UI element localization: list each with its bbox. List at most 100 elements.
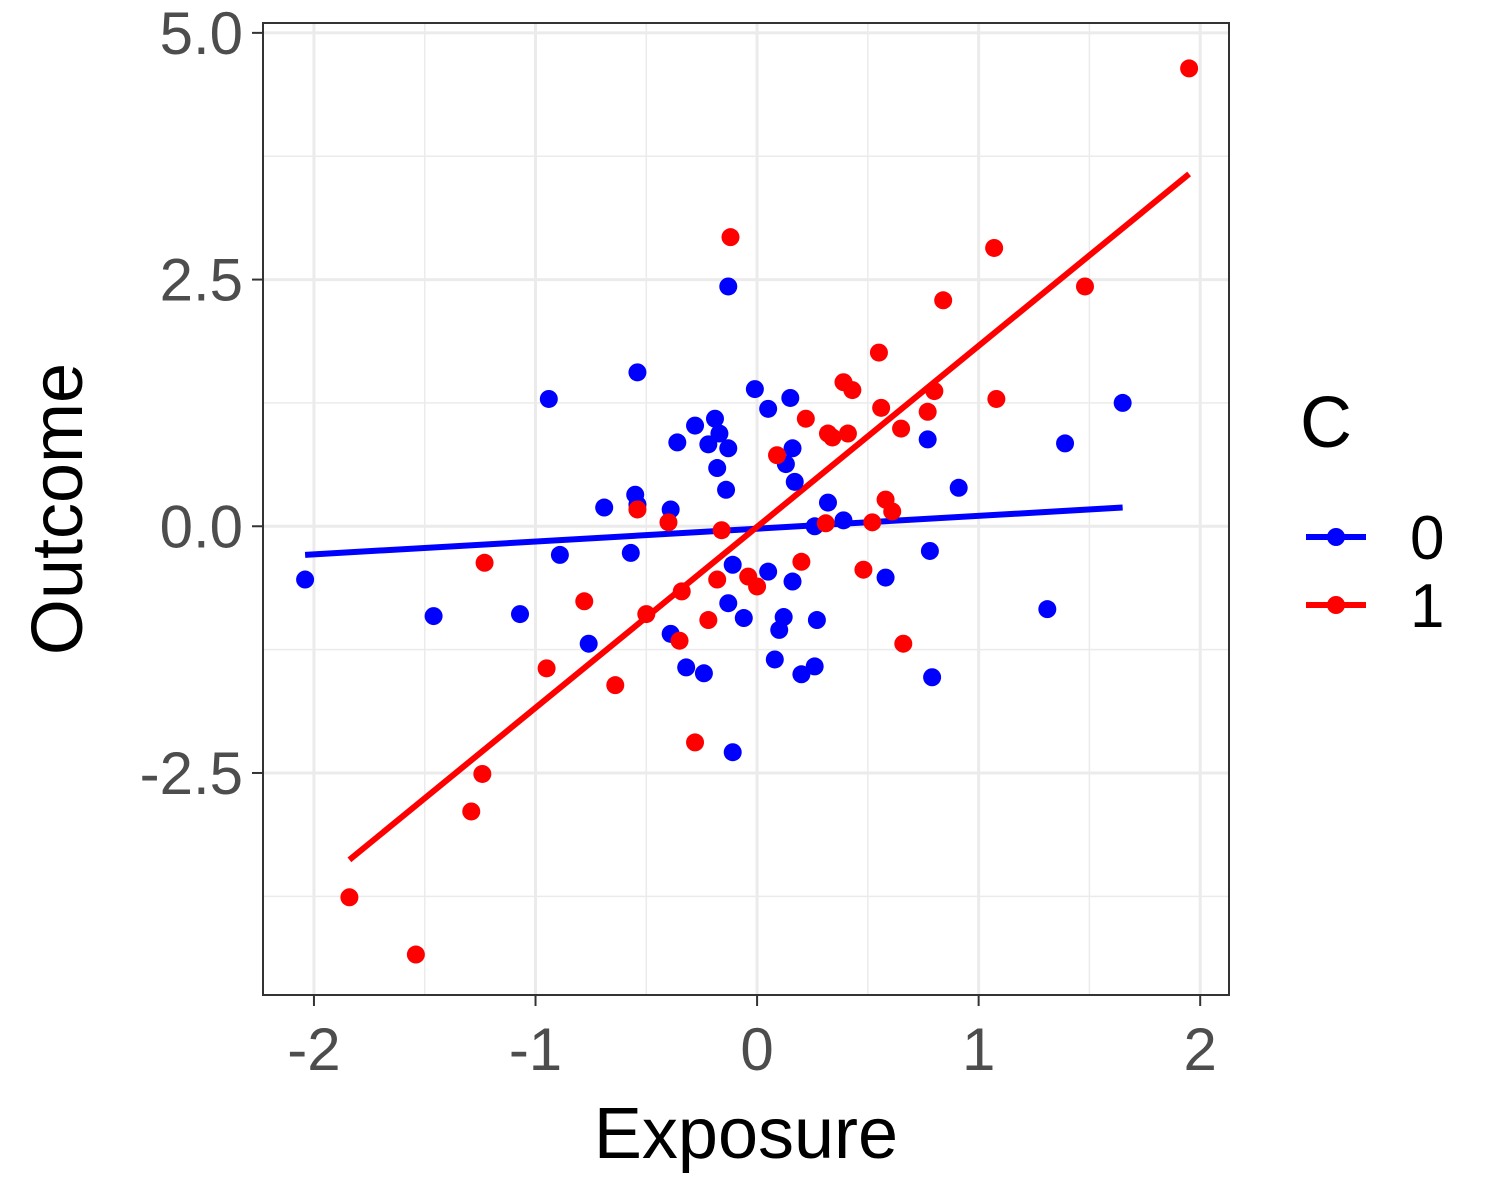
data-point-series-0	[550, 545, 569, 564]
data-point-series-1	[892, 419, 911, 438]
x-axis-title: Exposure	[594, 1094, 898, 1174]
data-point-series-1	[985, 238, 1004, 257]
data-point-series-1	[918, 402, 937, 421]
y-axis-title: Outcome	[18, 363, 98, 655]
data-point-series-0	[759, 562, 778, 581]
data-point-series-0	[694, 664, 713, 683]
data-point-series-0	[1038, 600, 1057, 619]
data-point-series-0	[818, 493, 837, 512]
data-point-series-0	[621, 543, 640, 562]
data-point-series-0	[759, 399, 778, 418]
legend-label: 0	[1410, 504, 1444, 573]
data-point-series-0	[719, 277, 738, 296]
data-point-series-0	[783, 572, 802, 591]
data-point-series-1	[672, 582, 691, 601]
data-point-series-1	[894, 634, 913, 653]
x-tick-label: -2	[287, 1016, 340, 1083]
data-point-series-1	[686, 733, 705, 752]
data-point-series-1	[721, 228, 740, 247]
data-point-series-1	[628, 500, 647, 519]
data-point-series-0	[539, 389, 558, 408]
data-point-series-1	[406, 945, 425, 964]
data-point-series-0	[923, 668, 942, 687]
y-tick-label: 0.0	[160, 493, 243, 560]
data-point-series-0	[949, 478, 968, 497]
data-point-series-1	[796, 409, 815, 428]
data-point-series-1	[869, 343, 888, 362]
data-point-series-1	[340, 888, 359, 907]
data-point-series-1	[708, 570, 727, 589]
data-point-series-1	[823, 428, 842, 447]
data-point-series-0	[918, 430, 937, 449]
y-axis: -2.5 0.0 2.5 5.0	[140, 0, 263, 807]
data-point-series-1	[606, 676, 625, 695]
data-point-series-1	[843, 381, 862, 400]
data-point-series-0	[595, 498, 614, 517]
x-tick-label: 2	[1184, 1016, 1217, 1083]
data-point-series-0	[745, 380, 764, 399]
data-point-series-0	[834, 511, 853, 530]
legend-title: C	[1300, 383, 1352, 463]
data-point-series-0	[785, 472, 804, 491]
data-point-series-1	[537, 659, 556, 678]
data-point-series-1	[838, 424, 857, 443]
grid-major	[263, 23, 1229, 995]
data-point-series-0	[668, 433, 687, 452]
plot-border	[262, 22, 1230, 996]
data-point-series-0	[719, 439, 738, 458]
data-point-series-0	[686, 416, 705, 435]
data-point-series-1	[872, 398, 891, 417]
data-point-series-1	[473, 764, 492, 783]
data-point-series-1	[1180, 59, 1199, 78]
data-point-series-0	[296, 570, 315, 589]
data-point-series-1	[575, 592, 594, 611]
data-point-series-0	[579, 634, 598, 653]
y-tick-label: -2.5	[140, 740, 243, 807]
data-point-series-0	[774, 608, 793, 627]
y-tick-label: 5.0	[160, 0, 243, 67]
x-tick-label: 0	[740, 1016, 773, 1083]
legend: C 01	[1300, 383, 1444, 641]
legend-key-point	[1327, 596, 1345, 614]
data-point-series-0	[805, 657, 824, 676]
data-point-series-1	[883, 502, 902, 521]
data-point-series-0	[783, 439, 802, 458]
data-point-series-0	[876, 568, 895, 587]
data-point-series-0	[719, 594, 738, 613]
data-points	[296, 59, 1199, 964]
data-point-series-1	[863, 513, 882, 532]
data-point-series-1	[637, 605, 656, 624]
data-point-series-0	[765, 650, 784, 669]
data-point-series-1	[712, 521, 731, 540]
data-point-series-1	[987, 389, 1006, 408]
x-axis: -2 -1 0 1 2	[287, 995, 1217, 1083]
data-point-series-1	[475, 553, 494, 572]
data-point-series-1	[934, 291, 953, 310]
data-point-series-0	[717, 480, 736, 499]
data-point-series-1	[462, 802, 481, 821]
data-point-series-1	[748, 577, 767, 596]
data-point-series-1	[659, 513, 678, 532]
data-point-series-0	[920, 541, 939, 560]
x-tick-label: 1	[962, 1016, 995, 1083]
data-point-series-0	[723, 555, 742, 574]
data-point-series-0	[792, 665, 811, 684]
legend-key-point	[1327, 528, 1345, 546]
data-point-series-1	[670, 631, 689, 650]
data-point-series-0	[708, 459, 727, 478]
data-point-series-0	[710, 424, 729, 443]
y-tick-label: 2.5	[160, 247, 243, 314]
data-point-series-0	[807, 611, 826, 630]
fit-line-series-1	[347, 171, 1192, 863]
data-point-series-0	[424, 607, 443, 626]
data-point-series-0	[1056, 434, 1075, 453]
grid-minor	[263, 23, 1229, 995]
data-point-series-1	[1075, 277, 1094, 296]
data-point-series-1	[925, 382, 944, 401]
data-point-series-0	[734, 609, 753, 628]
data-point-series-0	[628, 363, 647, 382]
data-point-series-1	[816, 514, 835, 533]
x-tick-label: -1	[509, 1016, 562, 1083]
data-point-series-1	[699, 611, 718, 630]
